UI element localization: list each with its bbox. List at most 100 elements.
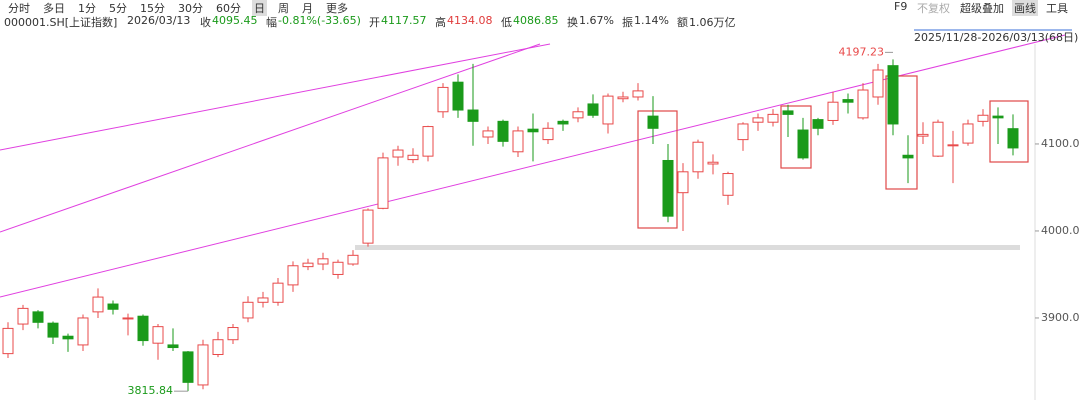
tool-button[interactable]: 不复权: [917, 2, 950, 15]
candle-body: [242, 301, 254, 319]
info-label: 幅: [266, 16, 277, 29]
candle-body: [782, 110, 794, 115]
candle-body: [122, 317, 134, 320]
y-tick-label: 3900.00: [1041, 311, 1080, 324]
trend-line: [0, 34, 1066, 298]
highlight-box: [637, 110, 678, 229]
candle-body: [557, 120, 569, 125]
candle-body: [602, 95, 614, 125]
candle-body: [812, 119, 824, 129]
y-tick-label: 4000.00: [1041, 224, 1080, 237]
info-label: 低: [501, 16, 512, 29]
candle-body: [917, 133, 929, 137]
candle-body: [722, 173, 734, 196]
period-tab[interactable]: 30分: [178, 2, 203, 15]
candle-body: [857, 89, 869, 119]
period-tab[interactable]: 1分: [78, 2, 96, 15]
tool-button[interactable]: 画线: [1012, 0, 1038, 16]
tool-button[interactable]: 超级叠加: [960, 2, 1004, 15]
candle-body: [332, 261, 344, 275]
candle-body: [962, 123, 974, 144]
period-tab[interactable]: 多日: [43, 2, 65, 15]
info-value: 4095.45: [212, 14, 258, 27]
candle-body: [152, 326, 164, 344]
candle-body: [62, 335, 74, 340]
candle-body: [617, 96, 629, 100]
candle-body: [887, 65, 899, 125]
candle-body: [392, 149, 404, 158]
candle-body: [1007, 128, 1019, 149]
low-label: 3815.84: [128, 384, 174, 397]
candle-body: [797, 129, 809, 159]
candle-body: [632, 90, 644, 98]
candle-body: [992, 115, 1004, 119]
candle-body: [932, 121, 944, 157]
info-value: 1.67%: [579, 14, 614, 27]
range-label: 2025/11/28-2026/03/13(68日): [914, 31, 1078, 44]
candle-body: [542, 127, 554, 141]
candle-body: [92, 296, 104, 313]
period-tab[interactable]: 更多: [326, 2, 348, 15]
candle-body: [317, 258, 329, 265]
info-label: 额: [677, 16, 688, 29]
candle-body: [347, 254, 359, 265]
candle-body: [587, 103, 599, 116]
candle-body: [707, 161, 719, 165]
info-label: 振: [622, 16, 633, 29]
info-value: -0.81%(-33.65): [278, 14, 361, 27]
period-tab[interactable]: 60分: [216, 2, 241, 15]
candle-body: [497, 120, 509, 142]
tool-button[interactable]: 工具: [1046, 2, 1068, 15]
tool-button[interactable]: F9: [894, 0, 908, 13]
candle-body: [827, 101, 839, 121]
info-value: 1.14%: [634, 14, 669, 27]
candle-body: [902, 154, 914, 159]
candle-body: [272, 282, 284, 303]
highlight-box: [885, 75, 918, 190]
candle-body: [977, 114, 989, 122]
period-tab[interactable]: 5分: [109, 2, 127, 15]
candle-body: [572, 111, 584, 119]
trend-line: [0, 43, 551, 151]
candle-body: [107, 303, 119, 310]
info-label: 换: [567, 16, 578, 29]
date: 2026/03/13: [127, 14, 191, 27]
info-label: 高: [435, 16, 446, 29]
candle-body: [362, 209, 374, 244]
info-value: 1.06万亿: [689, 16, 736, 29]
candle-body: [692, 141, 704, 173]
info-value: 4134.08: [447, 14, 493, 27]
candle-body: [947, 144, 959, 147]
candle-body: [662, 159, 674, 217]
candle-body: [377, 157, 389, 209]
period-tab[interactable]: 15分: [140, 2, 165, 15]
candle-body: [302, 262, 314, 268]
period-tab[interactable]: 周: [278, 2, 289, 15]
candle-body: [527, 128, 539, 133]
candle-body: [47, 322, 59, 338]
candle-body: [17, 307, 29, 325]
y-tick-label: 4100.00: [1041, 137, 1080, 150]
candle-body: [197, 344, 209, 386]
candle-body: [287, 265, 299, 286]
candle-body: [767, 113, 779, 123]
candle-body: [872, 69, 884, 98]
candle-body: [227, 327, 239, 341]
period-tab[interactable]: 月: [302, 2, 313, 15]
period-tab[interactable]: 日: [252, 0, 267, 16]
candle-body: [437, 86, 449, 113]
highlight-box: [780, 105, 812, 169]
trend-line: [0, 43, 541, 233]
candle-body: [647, 115, 659, 129]
candle-body: [167, 344, 179, 349]
candle-body: [137, 315, 149, 342]
candle-body: [737, 123, 749, 141]
info-label: 收: [200, 16, 211, 29]
candle-body: [512, 130, 524, 153]
period-tab[interactable]: 分时: [8, 2, 30, 15]
candle-body: [677, 171, 689, 194]
candle-body: [77, 317, 89, 346]
candle-body: [182, 351, 194, 383]
info-value: 4086.85: [513, 14, 559, 27]
